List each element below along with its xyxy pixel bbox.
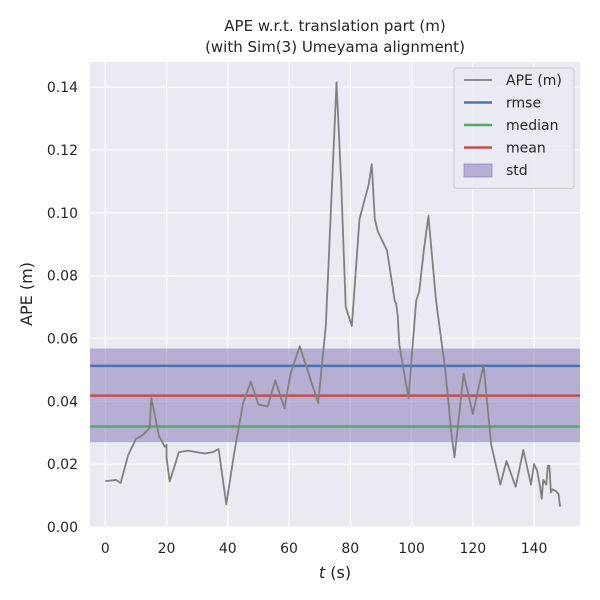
y-tick-label-5: 0.10	[47, 206, 78, 222]
legend-swatch-std	[463, 163, 493, 178]
legend-label-mean: mean	[506, 141, 546, 157]
y-tick-label-3: 0.06	[47, 331, 78, 347]
x-tick-label-0: 0	[101, 541, 110, 557]
legend-label-ape-m: APE (m)	[506, 73, 562, 89]
x-axis-label: t (s)	[319, 563, 351, 582]
y-tick-label-7: 0.14	[47, 80, 78, 96]
x-tick-label-1: 20	[158, 541, 176, 557]
legend-frame	[453, 67, 575, 189]
chart-title: APE w.r.t. translation part (m)	[224, 17, 445, 35]
x-tick-label-5: 100	[398, 541, 425, 557]
x-tick-label-3: 60	[280, 541, 298, 557]
y-tick-label-2: 0.04	[47, 394, 78, 410]
x-tick-label-4: 80	[341, 541, 359, 557]
y-tick-label-0: 0.00	[47, 520, 78, 536]
legend-label-median: median	[506, 118, 558, 134]
chart-subtitle: (with Sim(3) Umeyama alignment)	[205, 38, 465, 56]
ape-series-line	[105, 81, 561, 507]
y-tick-label-6: 0.12	[47, 143, 78, 159]
legend-label-std: std	[506, 163, 528, 179]
y-ticks: 0.00 0.02 0.04 0.06 0.08 0.10 0.12 0.14	[47, 80, 78, 536]
legend: APE (m) rmse median mean std	[453, 67, 575, 189]
x-tick-label-2: 40	[219, 541, 237, 557]
x-tick-label-6: 120	[459, 541, 486, 557]
x-ticks: 0 20 40 60 80 100 120 140	[101, 541, 548, 557]
x-axis-label-var: t	[319, 563, 326, 582]
y-axis-label: APE (m)	[17, 262, 36, 326]
x-axis-label-unit: (s)	[325, 563, 351, 582]
x-tick-label-7: 140	[521, 541, 548, 557]
legend-label-rmse: rmse	[506, 96, 541, 112]
y-tick-label-1: 0.02	[47, 457, 78, 473]
y-tick-label-4: 0.08	[47, 269, 78, 285]
